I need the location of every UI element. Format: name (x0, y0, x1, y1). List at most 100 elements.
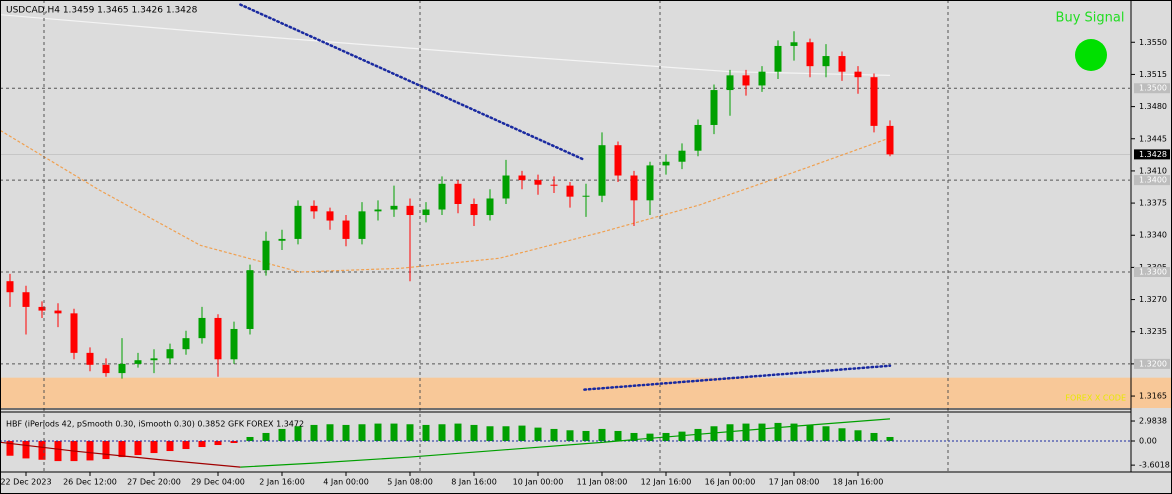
support-zone (0, 377, 1171, 408)
x-tick-label: 4 Jan 00:00 (323, 478, 369, 487)
histogram-bar (422, 424, 430, 441)
candle-body (790, 42, 798, 46)
candle-body (598, 145, 606, 196)
candle-body (582, 195, 590, 197)
signal-dot (1075, 39, 1107, 71)
level-box (1134, 175, 1170, 186)
candle-body (566, 185, 574, 197)
indicator-line (240, 418, 891, 468)
candle-body (742, 75, 750, 86)
candle-body (406, 205, 414, 216)
candle-body (518, 175, 526, 181)
candle-body (646, 165, 654, 201)
candle-body (854, 71, 862, 78)
level-label: 1.3500 (1139, 84, 1167, 93)
candle-body (38, 306, 46, 311)
candle-body (662, 161, 670, 166)
level-label: 1.3300 (1139, 268, 1167, 277)
histogram-bar (390, 423, 398, 441)
histogram-bar (582, 430, 590, 441)
candle-body (806, 42, 814, 67)
candle-body (870, 77, 878, 126)
y-tick-label: 1.3445 (1139, 134, 1167, 143)
histogram-bar (134, 441, 142, 456)
histogram-bar (262, 432, 270, 441)
x-tick-label: 10 Jan 00:00 (513, 478, 564, 487)
histogram-bar (502, 426, 510, 441)
histogram-bar (742, 423, 750, 441)
histogram-bar (6, 441, 14, 456)
histogram-bar (838, 428, 846, 441)
candle-body (326, 211, 334, 221)
indicator-line (239, 3, 586, 162)
y-tick-label: 1.3550 (1139, 38, 1167, 47)
histogram-bar (102, 441, 110, 460)
candle-body (470, 204, 478, 216)
y-tick-label: 0.00 (1139, 437, 1157, 446)
histogram-bar (854, 430, 862, 441)
candle-body (214, 317, 222, 360)
candle-body (102, 364, 110, 374)
histogram-bar (278, 428, 286, 441)
level-box (1134, 83, 1170, 94)
histogram-bar (118, 441, 126, 458)
y-tick-label: 1.3515 (1139, 70, 1167, 79)
candle-body (134, 360, 142, 364)
y-tick-label: 1.3340 (1139, 231, 1167, 240)
chart-title: USDCAD,H4 1.3459 1.3465 1.3426 1.3428 (6, 6, 198, 16)
candle-body (342, 220, 350, 239)
candle-body (294, 205, 302, 239)
x-tick-label: 26 Dec 12:00 (63, 478, 117, 487)
buy-signal: Buy Signal (1056, 11, 1125, 26)
level-label: 1.3400 (1139, 176, 1167, 185)
candle-body (534, 180, 542, 185)
candle-body (774, 45, 782, 72)
candle-body (710, 90, 718, 125)
histogram-bar (438, 424, 446, 441)
zone-label: FOREX X CODE (1065, 394, 1126, 403)
histogram-bar (774, 422, 782, 441)
histogram-bar (806, 424, 814, 441)
candle-body (278, 238, 286, 241)
candle-body (614, 145, 622, 176)
y-tick-label: 1.3410 (1139, 166, 1167, 175)
candle-body (422, 209, 430, 216)
histogram-bar (310, 424, 318, 441)
histogram-bar (678, 431, 686, 441)
candle-body (838, 56, 846, 72)
candle-body (550, 184, 558, 186)
histogram-bar (598, 428, 606, 441)
candle-body (886, 125, 894, 155)
y-tick-label: 1.3235 (1139, 327, 1167, 336)
histogram-bar (230, 441, 238, 444)
histogram-bar (246, 436, 254, 441)
indicator-line (0, 441, 241, 468)
histogram-bar (710, 426, 718, 441)
histogram-bar (198, 441, 206, 448)
histogram-bar (886, 436, 894, 441)
plot-layer: 1.3550 1.3515 1.3480 1.3445 1.3410 1.3375 1.33… (0, 3, 1171, 487)
level-label: 1.3200 (1139, 359, 1167, 368)
histogram-bar (406, 424, 414, 441)
candle-body (486, 198, 494, 216)
candle-body (822, 56, 830, 67)
histogram-bar (22, 441, 30, 459)
candle-body (454, 183, 462, 204)
histogram-bar (486, 426, 494, 441)
histogram-bar (326, 424, 334, 441)
candle-body (70, 313, 78, 353)
candle-body (6, 281, 14, 293)
candle-body (694, 124, 702, 151)
candle-body (22, 292, 30, 307)
histogram-bar (182, 441, 190, 450)
candle-body (166, 349, 174, 359)
candle-body (310, 205, 318, 212)
candle-body (390, 205, 398, 210)
candle-body (438, 183, 446, 210)
indicator-title: HBF (iPeriods 42, pSmooth 0.30, iSmooth … (6, 420, 304, 429)
histogram-bar (150, 441, 158, 454)
histogram-bar (374, 423, 382, 441)
candle-body (374, 209, 382, 212)
candle-body (54, 310, 62, 314)
y-tick-label: 1.3270 (1139, 295, 1167, 304)
